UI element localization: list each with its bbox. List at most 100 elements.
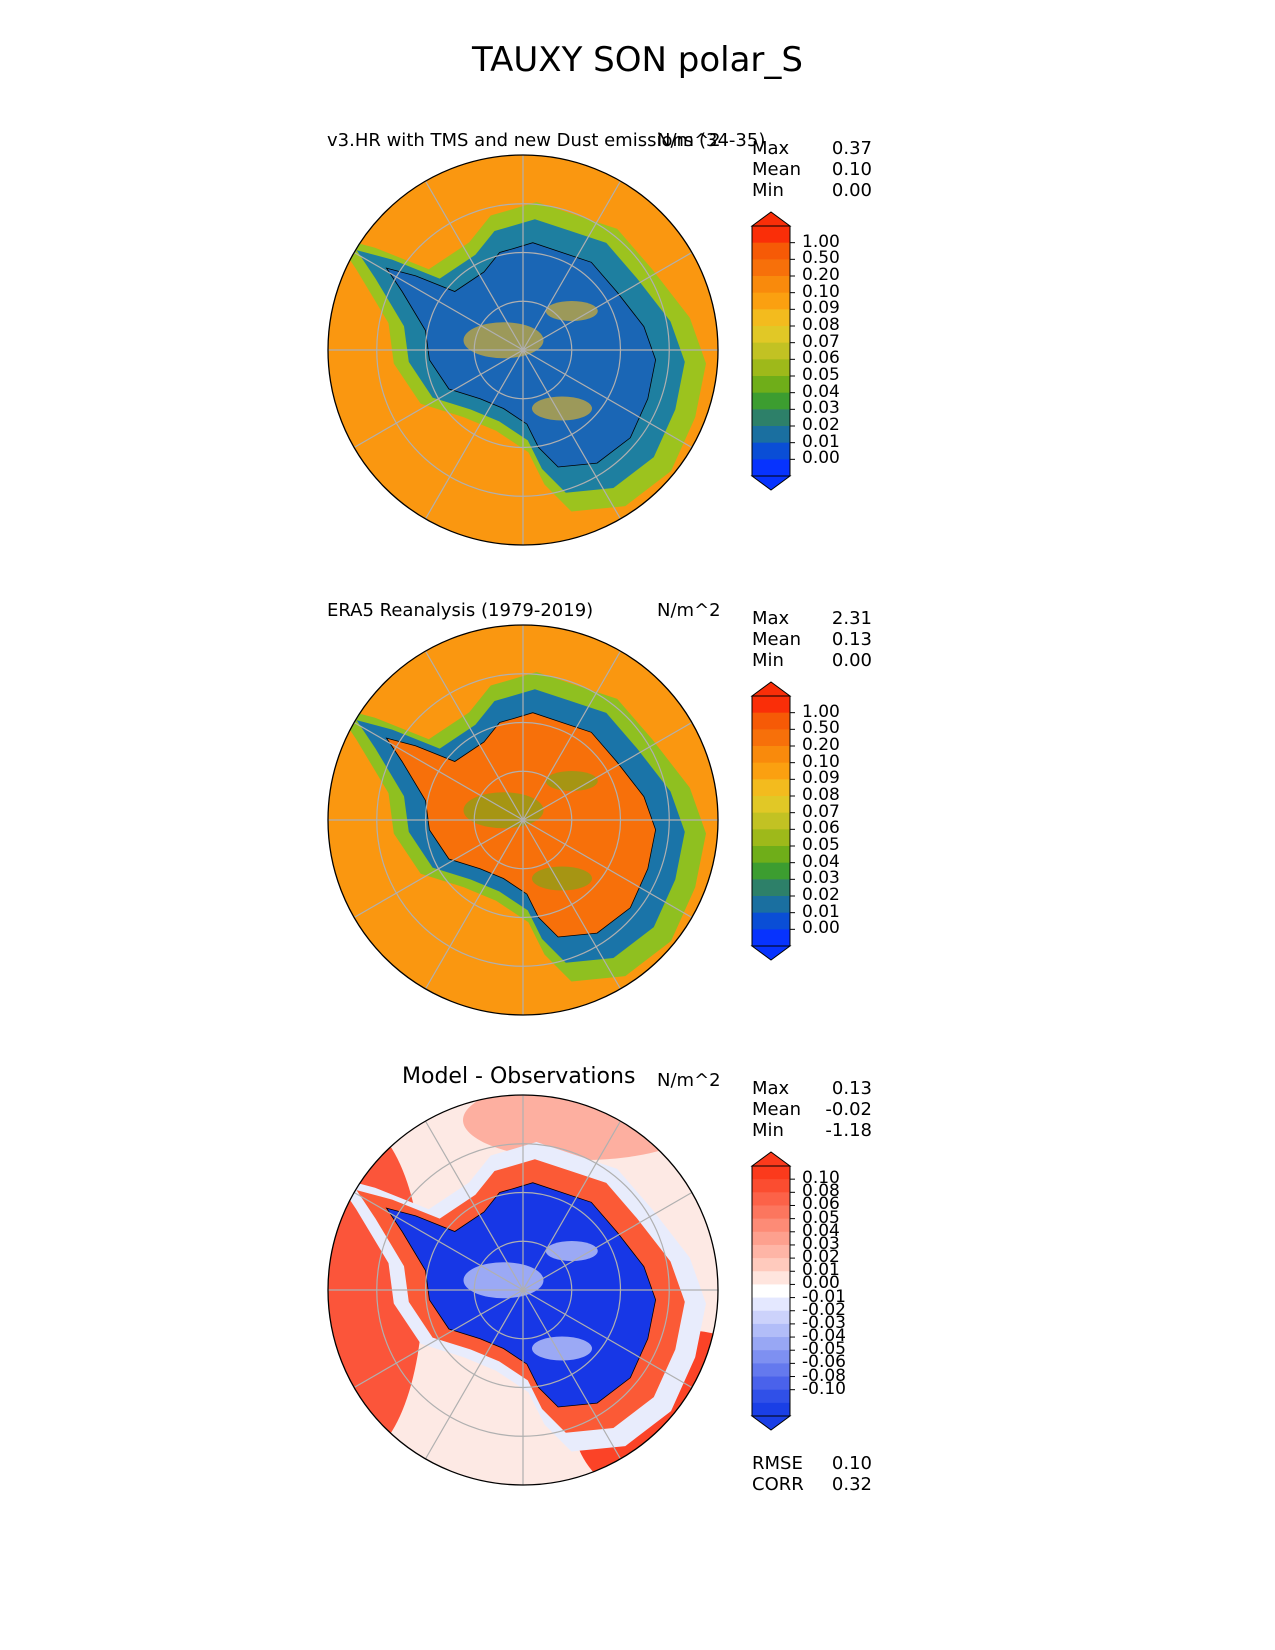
panel-title: Model - Observations (402, 1064, 636, 1089)
colorbar-tick-label: -0.04 (802, 1326, 846, 1347)
colorbar-frame (751, 695, 791, 947)
colorbar-segment (752, 342, 790, 360)
longitude-gridline (353, 349, 524, 449)
colorbar-segment (752, 1284, 790, 1299)
colorbar-segment (752, 459, 790, 477)
colorbar-segment (752, 1231, 790, 1246)
colorbar-extend-min (750, 945, 792, 961)
colorbar-segment (752, 409, 790, 427)
colorbar-segment (752, 712, 790, 730)
colorbar-segment (752, 829, 790, 847)
colorbar-tick-label: 0.08 (802, 315, 840, 335)
units-label: N/m^2 (657, 1070, 721, 1091)
colorbar-tick-label: -0.10 (802, 1378, 846, 1399)
colorbar-tick-label: 0.02 (802, 415, 840, 435)
colorbar-tick-label: 1.00 (802, 701, 840, 722)
longitude-gridline (353, 1289, 524, 1389)
corr-label: CORR (752, 1474, 804, 1495)
colorbar-extend-min (750, 475, 792, 491)
colorbar-tick-label: 0.05 (802, 835, 840, 855)
colorbar-segment (752, 746, 790, 764)
stat-max-value: 0.37 (831, 138, 872, 159)
colorbar-tick-label: 0.02 (802, 1247, 840, 1268)
longitude-gridline (522, 251, 693, 351)
stat-min-value: -1.18 (825, 1120, 872, 1141)
colorbar-segment (752, 1179, 790, 1193)
colorbar-segment (752, 1402, 790, 1417)
colorbar-segment (752, 1258, 790, 1272)
figure-title: TAUXY SON polar_S (472, 40, 803, 80)
colorbar-tick-label: 0.04 (802, 851, 840, 872)
map-boundary (327, 624, 719, 1016)
colorbar-tick-label: 0.09 (802, 298, 840, 319)
colorbar-tick-label: 0.06 (802, 818, 840, 839)
colorbar-tick-label: -0.08 (802, 1365, 846, 1386)
map-boundary (327, 1094, 719, 1486)
stat-min-label: Min (752, 650, 784, 671)
colorbar-tick-label: 0.50 (802, 248, 840, 269)
longitude-gridline (353, 721, 524, 821)
stat-mean-label: Mean (752, 1099, 802, 1120)
colorbar-tick-label: 0.10 (802, 281, 840, 302)
colorbar-segment (752, 226, 790, 244)
colorbar-tick-label: 0.01 (802, 1260, 840, 1281)
colorbar-segment (752, 1323, 790, 1338)
colorbar-tick-label: 0.07 (802, 331, 840, 352)
panel-title: ERA5 Reanalysis (1979-2019) (327, 600, 594, 621)
colorbar-extend-max (750, 1151, 792, 1167)
stat-max-value: 2.31 (831, 608, 872, 629)
stat-mean-value: 0.13 (831, 629, 872, 650)
polar-map (327, 154, 719, 546)
colorbar-tick-label: 0.01 (802, 901, 840, 922)
colorbar-segment (752, 862, 790, 880)
colorbar-frame (751, 1165, 791, 1417)
colorbar-segment (752, 1310, 790, 1325)
stat-mean-label: Mean (752, 629, 802, 650)
colorbar-segment (752, 326, 790, 344)
colorbar-tick-label: 0.08 (802, 1181, 840, 1202)
panel-difference: Model - Observations N/m^2 Max 0.13 Mean… (0, 1060, 1275, 1550)
longitude-gridline (522, 349, 622, 520)
longitude-gridline (424, 1289, 524, 1460)
field-highlight (532, 1336, 592, 1361)
panel-title: v3.HR with TMS and new Dust emissions (3… (327, 130, 766, 151)
stat-max-label: Max (752, 1078, 790, 1099)
colorbar-segment (752, 1244, 790, 1259)
colorbar-segment (752, 1350, 790, 1364)
colorbar-segment (752, 359, 790, 377)
colorbar-tick-label: 0.01 (802, 431, 840, 452)
colorbar-segment (752, 426, 790, 444)
longitude-gridline (424, 650, 524, 821)
colorbar-segment (752, 779, 790, 797)
stat-mean-label: Mean (752, 159, 802, 180)
colorbar-tick-label: 0.20 (802, 735, 840, 755)
stat-mean-value: -0.02 (825, 1099, 872, 1120)
longitude-gridline (424, 819, 524, 990)
colorbar-segment (752, 1218, 790, 1233)
stat-min-label: Min (752, 180, 784, 201)
colorbar-tick-label: 0.07 (802, 801, 840, 822)
longitude-gridline (522, 1289, 693, 1389)
polar-map (327, 624, 719, 1016)
colorbar-tick-label: 0.10 (802, 751, 840, 772)
stat-mean-value: 0.10 (831, 159, 872, 180)
colorbar-segment (752, 912, 790, 930)
colorbar-segment (752, 696, 790, 714)
colorbar-segment (752, 1192, 790, 1206)
colorbar-tick-label: -0.05 (802, 1339, 846, 1360)
rmse-value: 0.10 (831, 1453, 872, 1474)
colorbar-segment (752, 442, 790, 460)
colorbar-tick-label: 0.00 (802, 448, 840, 469)
colorbar-segment (752, 259, 790, 277)
panel-model: v3.HR with TMS and new Dust emissions (3… (0, 120, 1275, 610)
colorbar-segment (752, 929, 790, 947)
colorbar-segment (752, 1297, 790, 1312)
longitude-gridline (353, 251, 524, 351)
colorbar-segment (752, 392, 790, 410)
colorbar-segment (752, 1363, 790, 1378)
colorbar (750, 211, 795, 491)
colorbar-segment (752, 1166, 790, 1180)
colorbar-segment (752, 1205, 790, 1220)
colorbar-segment (752, 376, 790, 394)
colorbar-tick-label: 0.02 (802, 885, 840, 905)
